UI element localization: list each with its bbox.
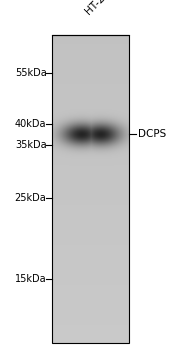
Text: HT-29: HT-29 [83, 0, 111, 16]
Text: 35kDa: 35kDa [15, 140, 46, 150]
Text: 55kDa: 55kDa [15, 68, 46, 78]
Text: 40kDa: 40kDa [15, 119, 46, 128]
Text: 25kDa: 25kDa [15, 193, 46, 203]
Text: DCPS: DCPS [138, 129, 166, 139]
Text: 15kDa: 15kDa [15, 274, 46, 284]
